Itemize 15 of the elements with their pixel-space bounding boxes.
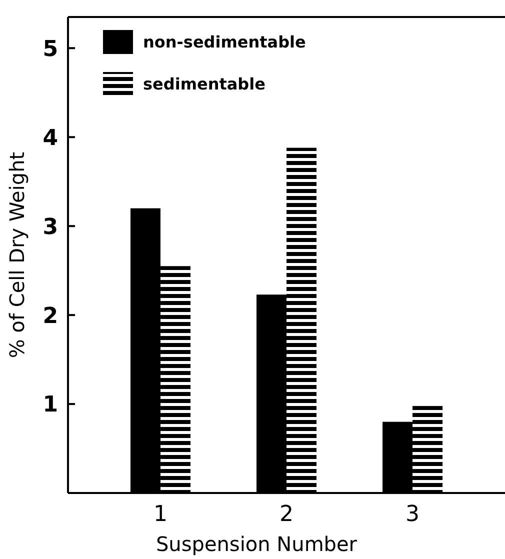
y-tick-label: 4 bbox=[42, 126, 58, 151]
legend-label: sedimentable bbox=[143, 74, 266, 94]
y-tick-label: 5 bbox=[42, 36, 58, 62]
y-tick-label: 1 bbox=[42, 392, 58, 418]
x-axis-title: Suspension Number bbox=[156, 532, 358, 556]
bar bbox=[412, 406, 443, 493]
y-tick-label: 2 bbox=[42, 304, 58, 329]
bar bbox=[286, 148, 316, 493]
x-tick-label: 2 bbox=[280, 502, 294, 527]
bar bbox=[160, 266, 190, 493]
y-tick-label: 3 bbox=[42, 214, 58, 240]
x-tick-label: 3 bbox=[406, 502, 420, 527]
x-tick-label: 1 bbox=[153, 502, 168, 527]
legend-label: non-sedimentable bbox=[143, 32, 306, 52]
y-axis-title: % of Cell Dry Weight bbox=[5, 152, 29, 358]
